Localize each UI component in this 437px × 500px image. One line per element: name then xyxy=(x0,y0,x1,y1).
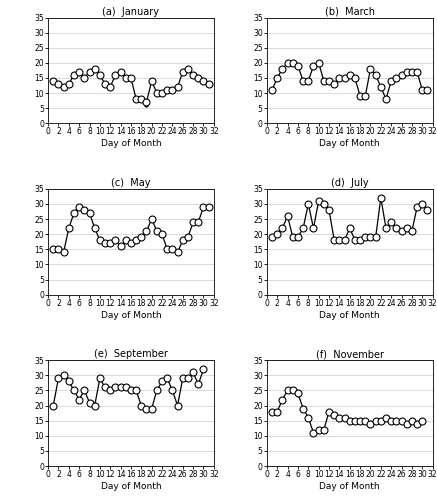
X-axis label: Day of Month: Day of Month xyxy=(101,139,161,148)
Title: (c)  May: (c) May xyxy=(111,178,151,188)
X-axis label: Day of Month: Day of Month xyxy=(319,482,380,491)
Title: (d)  July: (d) July xyxy=(331,178,368,188)
X-axis label: Day of Month: Day of Month xyxy=(101,482,161,491)
Title: (b)  March: (b) March xyxy=(325,6,375,16)
X-axis label: Day of Month: Day of Month xyxy=(319,310,380,320)
Title: (e)  September: (e) September xyxy=(94,350,168,360)
Title: (a)  January: (a) January xyxy=(102,6,160,16)
X-axis label: Day of Month: Day of Month xyxy=(101,310,161,320)
X-axis label: Day of Month: Day of Month xyxy=(319,139,380,148)
Title: (f)  November: (f) November xyxy=(316,350,384,360)
